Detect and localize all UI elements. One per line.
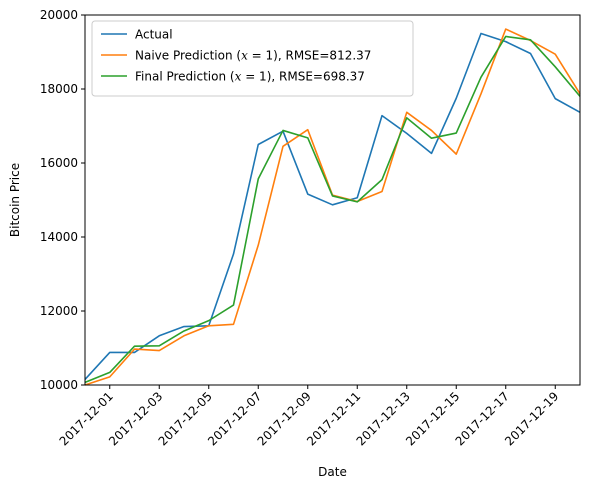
x-axis-ticks: 2017-12-012017-12-032017-12-052017-12-07… [57, 385, 561, 448]
y-tick-label: 18000 [40, 82, 78, 96]
y-tick-label: 20000 [40, 8, 78, 22]
y-axis-ticks: 10000 12000 14000 16000 18000 20000 [40, 8, 85, 392]
y-tick-label: 12000 [40, 304, 78, 318]
legend: Actual Naive Prediction (x = 1), RMSE=812… [91, 20, 414, 97]
legend-label-3: Final Prediction (x = 1), RMSE=698.37 [135, 70, 365, 84]
plot-lines [84, 28, 581, 386]
x-tick-label: 2017-12-19 [502, 389, 561, 448]
legend-label-1: Actual [135, 28, 173, 42]
y-axis-label: Bitcoin Price [8, 163, 22, 237]
series-line-3 [84, 35, 581, 384]
series-line-1 [84, 32, 581, 380]
y-tick-label: 16000 [40, 156, 78, 170]
legend-box [91, 20, 414, 97]
y-tick-label: 10000 [40, 378, 78, 392]
legend-label-2: Naive Prediction (x = 1), RMSE=812.37 [135, 49, 371, 63]
plot-frame [84, 14, 581, 386]
y-tick-label: 14000 [40, 230, 78, 244]
x-axis-label: Date [318, 465, 347, 479]
